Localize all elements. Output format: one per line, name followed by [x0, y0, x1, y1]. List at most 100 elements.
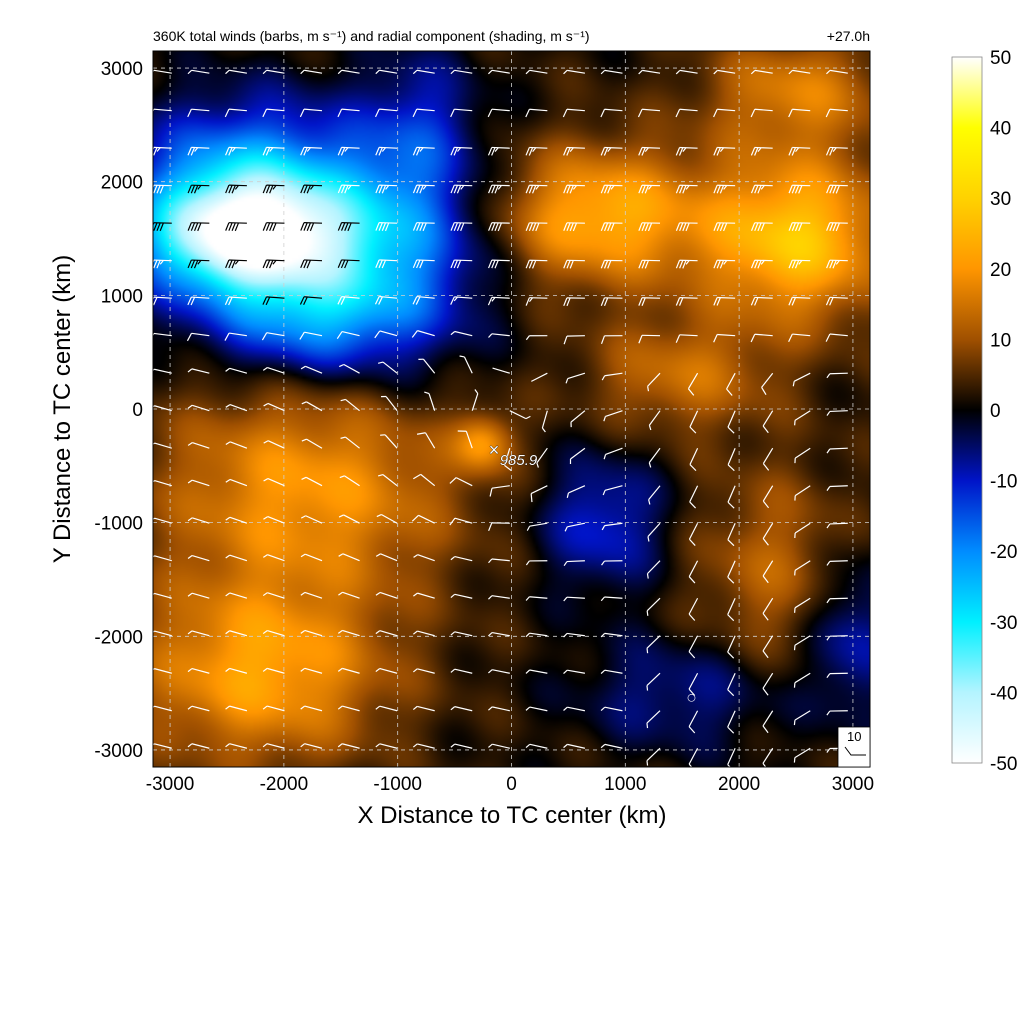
colorbar-ramp [951, 56, 983, 764]
wind-barb-322 [825, 146, 848, 156]
wind-barb-163 [569, 447, 586, 464]
wind-barb-14 [688, 747, 699, 767]
wind-barb-319 [713, 146, 736, 156]
wind-barb-1 [187, 743, 210, 749]
wind-barb-360 [826, 69, 848, 75]
wind-barb-81 [338, 591, 360, 599]
wind-barb-26 [412, 705, 435, 712]
x-tick-label-1: -2000 [260, 774, 309, 795]
wind-barb-309 [337, 146, 360, 156]
tc-center-marker: × 985.9 [488, 440, 538, 470]
colorbar-tick-label-4: 10 [990, 330, 1011, 351]
wind-barb-143 [530, 485, 548, 503]
wind-barb-198 [459, 355, 473, 374]
wind-barb-172 [187, 404, 210, 412]
wind-barb-242 [675, 297, 698, 306]
wind-barb-208 [826, 372, 848, 379]
wind-barb-272 [375, 222, 398, 232]
wind-barb-3 [262, 743, 285, 749]
wind-barb-68 [563, 632, 585, 638]
wind-barb-167 [727, 447, 736, 472]
wind-barb-221 [600, 335, 623, 345]
wind-barb-349 [412, 69, 435, 75]
x-tick-label-2: -1000 [373, 774, 422, 795]
wind-barb-67 [525, 632, 548, 638]
chart-title: 360K total winds (barbs, m s⁻¹) and radi… [153, 28, 590, 44]
wind-barb-258 [563, 259, 585, 269]
wind-barb-65 [450, 631, 473, 637]
wind-barb-151 [826, 485, 848, 491]
tc-center-x-marker: × [489, 440, 500, 460]
wind-barb-159 [416, 432, 436, 449]
wind-barb-339 [750, 108, 773, 118]
wind-barb-300 [713, 184, 736, 194]
wind-barb-124 [526, 522, 548, 531]
wind-barb-33 [688, 710, 699, 734]
wind-barb-7 [412, 743, 435, 749]
x-tick-label-6: 3000 [832, 774, 874, 795]
wind-barb-222 [638, 334, 661, 344]
wind-barb-62 [337, 629, 360, 637]
wind-barb-91 [727, 597, 736, 622]
wind-barb-347 [337, 69, 360, 75]
wind-barb-147 [689, 485, 699, 509]
wind-barb-115 [187, 517, 210, 524]
wind-barb-352 [525, 69, 548, 75]
wind-barb-125 [564, 522, 586, 532]
wind-barb-220 [563, 335, 585, 345]
wind-barb-318 [675, 146, 698, 156]
wind-barb-241 [638, 297, 661, 306]
wind-barb-40 [225, 667, 248, 674]
reference-barb-box: 10 [837, 726, 871, 768]
wind-barb-269 [262, 222, 285, 232]
wind-barb-121 [411, 514, 435, 524]
wind-barb-64 [412, 630, 435, 637]
wind-barb-346 [300, 69, 323, 75]
wind-barb-120 [376, 513, 398, 524]
wind-barb-90 [688, 597, 699, 621]
wind-barb-215 [374, 330, 398, 339]
wind-barb-61 [300, 629, 323, 637]
wind-barb-87 [563, 596, 585, 602]
wind-barb-56 [826, 672, 848, 679]
wind-barb-19 [153, 705, 172, 712]
x-axis-ticks: -3000 -2000 -1000 0 1000 2000 3000 [146, 774, 874, 795]
wind-barb-331 [450, 108, 473, 118]
wind-barb-295 [525, 184, 548, 194]
wind-barb-226 [788, 333, 811, 343]
colorbar-tick-label-8: -30 [990, 613, 1017, 634]
wind-barb-357 [713, 69, 736, 75]
wind-barb-299 [675, 184, 698, 194]
wind-barb-325 [224, 108, 247, 118]
wind-barb-31 [600, 706, 623, 712]
wind-barb-259 [600, 259, 623, 269]
wind-barb-77 [187, 592, 210, 599]
wind-barb-229 [187, 296, 210, 306]
wind-barb-96 [187, 554, 210, 562]
wind-barb-355 [638, 69, 661, 75]
wind-barb-86 [525, 596, 548, 601]
wind-barb-277 [563, 222, 585, 232]
wind-barb-36 [793, 710, 811, 726]
wind-barb-245 [788, 296, 811, 306]
wind-barb-28 [488, 706, 510, 712]
wind-barb-249 [225, 259, 247, 269]
wind-barb-264 [788, 259, 811, 269]
wind-barb-130 [762, 522, 774, 546]
wind-barb-170 [826, 447, 848, 454]
wind-barb-317 [638, 146, 661, 156]
wind-barb-238 [525, 297, 548, 306]
wind-barb-289 [300, 184, 323, 194]
wind-barb-59 [225, 630, 248, 637]
wind-barb-21 [225, 705, 248, 712]
wind-barb-335 [600, 108, 623, 118]
wind-barb-60 [262, 630, 285, 637]
wind-barb-239 [563, 297, 585, 307]
wind-barb-191 [187, 368, 210, 374]
wind-barb-46 [450, 668, 473, 674]
wind-barb-132 [826, 522, 848, 529]
wind-barb-279 [638, 222, 661, 232]
x-tick-label-0: -3000 [146, 774, 195, 795]
wind-barb-8 [450, 743, 473, 749]
wind-barb-348 [375, 69, 398, 75]
